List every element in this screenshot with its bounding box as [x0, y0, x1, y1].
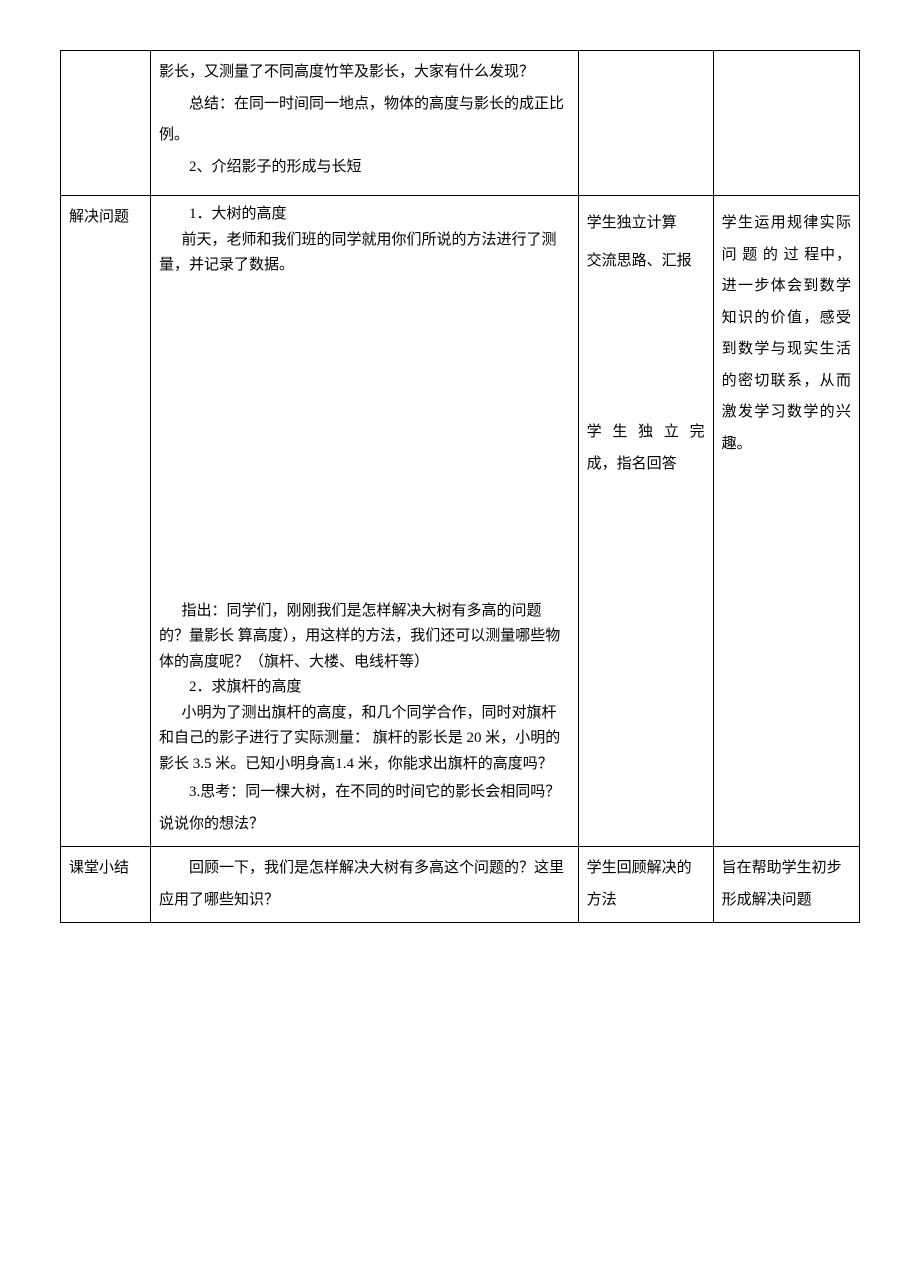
- cell-r1-c4: [713, 51, 859, 196]
- cell-r3-c1: 课堂小结: [61, 847, 151, 923]
- r3c2-p1: 回顾一下，我们是怎样解决大树有多高这个问题的？这里应用了哪些知识？: [159, 853, 570, 916]
- r1c2-p2: 总结：在同一时间同一地点，物体的高度与影长的成正比例。: [159, 89, 570, 152]
- r2c3-p1: 学生独立计算: [587, 215, 677, 231]
- r2c3-p2: 交流思路、汇报: [587, 246, 705, 278]
- r2c2-p6: 3.思考：同一棵大树，在不同的时间它的影长会相同吗？说说你的想法？: [159, 777, 570, 840]
- cell-r1-c3: [578, 51, 713, 196]
- r2c3-p3: 学 生 独 立 完成，指名回答: [587, 417, 705, 480]
- r2c2-p5: 小明为了测出旗杆的高度，和几个同学合作，同时对旗杆和自己的影子进行了实际测量： …: [159, 701, 570, 778]
- cell-r2-c4: 学生运用规律实际 问 题 的 过 程中，进一步体会到数学知识的价值，感受到数学与…: [713, 196, 859, 847]
- cell-r2-c2: 1．大树的高度 前天，老师和我们班的同学就用你们所说的方法进行了测量，并记录了数…: [151, 196, 579, 847]
- page: 影长，又测量了不同高度竹竿及影长，大家有什么发现？ 总结：在同一时间同一地点，物…: [0, 0, 920, 1276]
- cell-r2-c3: 学生独立计算 交流思路、汇报 学 生 独 立 完成，指名回答: [578, 196, 713, 847]
- cell-r3-c2: 回顾一下，我们是怎样解决大树有多高这个问题的？这里应用了哪些知识？: [151, 847, 579, 923]
- spacer: [587, 277, 705, 417]
- r3-label: 课堂小结: [69, 860, 129, 876]
- r2c2-p2: 前天，老师和我们班的同学就用你们所说的方法进行了测量，并记录了数据。: [159, 228, 570, 279]
- spacer: [159, 183, 570, 189]
- r2-label: 解决问题: [69, 209, 129, 225]
- table-row: 课堂小结 回顾一下，我们是怎样解决大树有多高这个问题的？这里应用了哪些知识？ 学…: [61, 847, 860, 923]
- cell-r3-c3: 学生回顾解决的方法: [578, 847, 713, 923]
- spacer: [722, 202, 851, 208]
- cell-r1-c2: 影长，又测量了不同高度竹竿及影长，大家有什么发现？ 总结：在同一时间同一地点，物…: [151, 51, 579, 196]
- spacer: [159, 279, 570, 599]
- r1c2-p3: 2、介绍影子的形成与长短: [159, 152, 570, 184]
- cell-r3-c4: 旨在帮助学生初步形成解决问题: [713, 847, 859, 923]
- spacer: [587, 202, 705, 208]
- r3c3-p1: 学生回顾解决的方法: [587, 860, 692, 908]
- cell-r1-c1: [61, 51, 151, 196]
- r2c4-p1: 学生运用规律实际 问 题 的 过 程中，进一步体会到数学知识的价值，感受到数学与…: [722, 215, 851, 452]
- lesson-table: 影长，又测量了不同高度竹竿及影长，大家有什么发现？ 总结：在同一时间同一地点，物…: [60, 50, 860, 923]
- table-row: 解决问题 1．大树的高度 前天，老师和我们班的同学就用你们所说的方法进行了测量，…: [61, 196, 860, 847]
- r2c2-p3: 指出：同学们，刚刚我们是怎样解决大树有多高的问题的？量影长 算高度），用这样的方…: [159, 599, 570, 676]
- r3c4-p1: 旨在帮助学生初步形成解决问题: [722, 860, 842, 908]
- r2c2-p1: 1．大树的高度: [159, 202, 570, 228]
- r1c2-p1: 影长，又测量了不同高度竹竿及影长，大家有什么发现？: [159, 64, 534, 80]
- cell-r2-c1: 解决问题: [61, 196, 151, 847]
- r2c2-p4: 2．求旗杆的高度: [159, 675, 570, 701]
- table-row: 影长，又测量了不同高度竹竿及影长，大家有什么发现？ 总结：在同一时间同一地点，物…: [61, 51, 860, 196]
